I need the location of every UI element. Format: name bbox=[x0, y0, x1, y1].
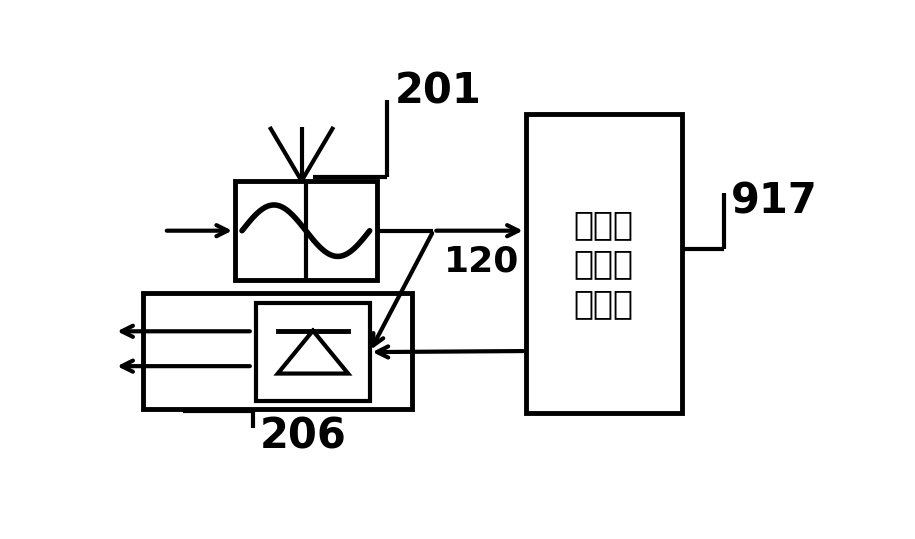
Bar bbox=[525, 114, 682, 413]
Text: 201: 201 bbox=[394, 71, 481, 113]
Text: 206: 206 bbox=[260, 415, 347, 457]
Text: 计算服: 计算服 bbox=[574, 247, 634, 280]
Bar bbox=[235, 181, 377, 280]
Text: 120: 120 bbox=[444, 245, 520, 279]
Polygon shape bbox=[278, 330, 348, 374]
Text: 917: 917 bbox=[731, 181, 818, 223]
Bar bbox=[256, 303, 370, 401]
Text: 务系统: 务系统 bbox=[574, 287, 634, 320]
Bar bbox=[143, 293, 413, 409]
Text: 云计算: 云计算 bbox=[574, 208, 634, 241]
